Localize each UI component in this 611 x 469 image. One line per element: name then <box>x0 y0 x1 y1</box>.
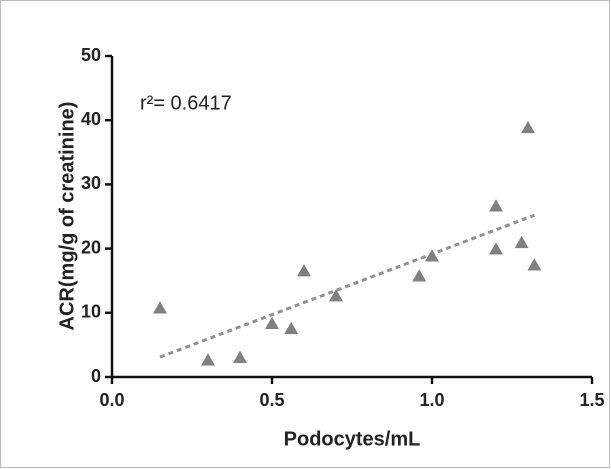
data-point <box>425 249 439 262</box>
y-axis-label: ACR(mg/g of creatinine) <box>56 102 78 331</box>
y-tick-label: 20 <box>81 237 101 257</box>
y-tick-label: 10 <box>81 302 101 322</box>
data-point <box>284 321 299 335</box>
data-point <box>297 264 311 277</box>
y-tick-label: 0 <box>91 366 101 386</box>
data-point <box>489 242 503 255</box>
x-tick-label: 0.0 <box>99 390 124 410</box>
data-point <box>527 258 542 271</box>
x-tick-label: 1.0 <box>419 390 444 410</box>
data-point <box>521 120 535 134</box>
data-point <box>201 353 215 366</box>
data-point <box>489 199 503 212</box>
y-tick-label: 40 <box>81 109 101 129</box>
x-tick-label: 0.5 <box>259 390 284 410</box>
data-point <box>412 269 427 282</box>
data-point <box>329 289 343 302</box>
data-point <box>233 350 247 363</box>
y-tick-label: 50 <box>81 45 101 65</box>
trendline <box>159 213 535 359</box>
x-axis-label: Podocytes/mL <box>284 428 421 450</box>
data-point <box>265 316 279 329</box>
y-tick-label: 30 <box>81 173 101 193</box>
data-point <box>514 235 529 249</box>
x-tick-label: 1.5 <box>579 390 604 410</box>
data-point <box>153 301 167 314</box>
annotation: r²= 0.6417 <box>140 92 232 114</box>
